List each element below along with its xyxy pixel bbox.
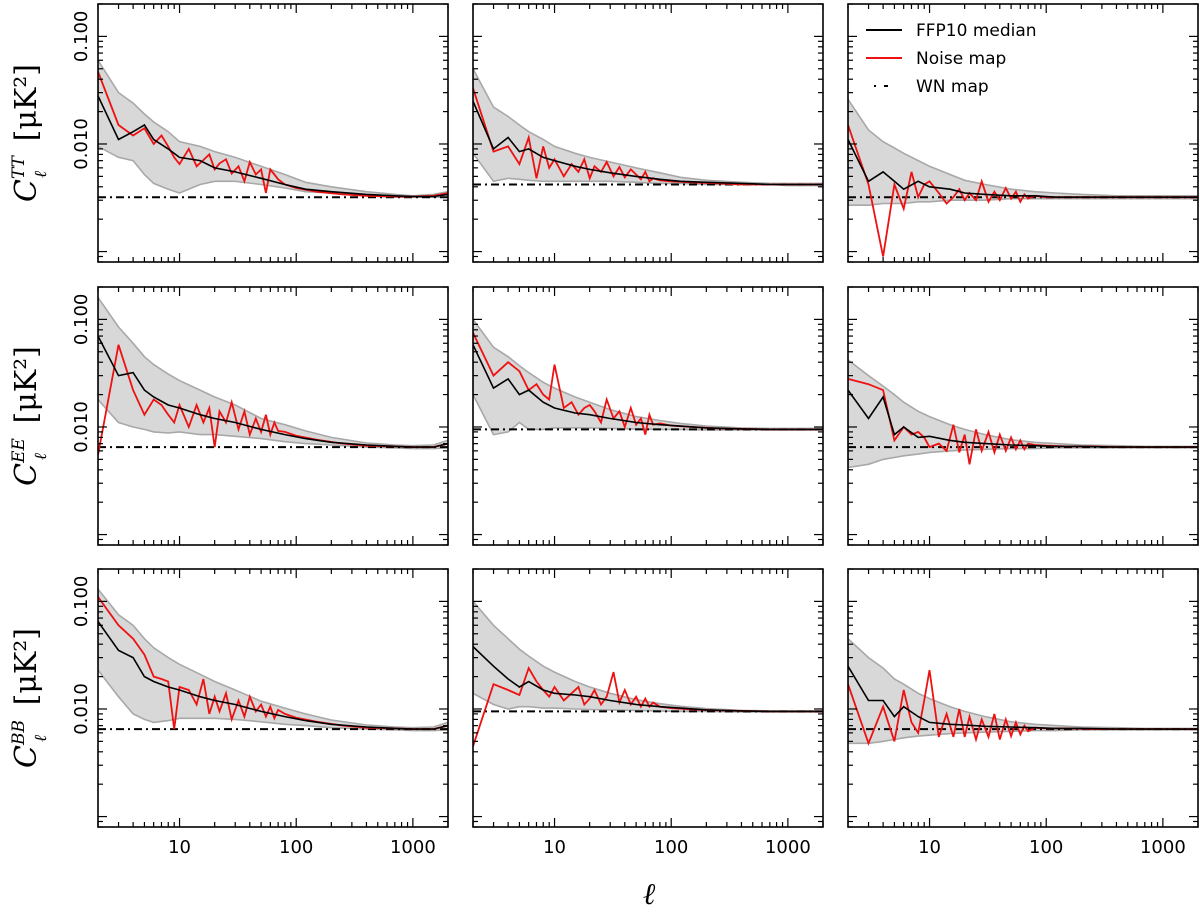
x-tick-label: 100 (1029, 837, 1063, 858)
y-tick-label: 0.100 (71, 11, 92, 63)
x-tick-label: 10 (543, 837, 566, 858)
ylabel-subscript: ℓ (31, 735, 51, 742)
panel-r0-c1 (472, 3, 824, 263)
ylabel-unit: [μK²] (9, 628, 44, 715)
panel-frame (97, 568, 449, 828)
x-tick-label: 1000 (390, 837, 436, 858)
panel-frame (97, 3, 449, 263)
plot-area (98, 587, 448, 732)
row-y-label: CTT ℓ [μK²] (9, 64, 51, 202)
ylabel-superscript: TT (9, 154, 29, 179)
panel-r1-c1 (472, 286, 824, 546)
ffp10-median-line (98, 621, 448, 730)
ffp10-median-line (848, 139, 1198, 198)
panel-r2-c2: 10 100 1000 (847, 568, 1199, 858)
x-tick-label: 10 (168, 837, 191, 858)
panel-r2-c1: 10 100 1000 (472, 568, 824, 858)
plot-area (98, 295, 448, 456)
x-tick-label: 1000 (1140, 837, 1186, 858)
panel-r0-c2 (847, 3, 1199, 263)
x-axis-label: ℓ (643, 877, 656, 912)
ffp10-median-line (473, 646, 823, 713)
ffp10-band (98, 587, 448, 732)
ylabel-subscript: ℓ (31, 453, 51, 460)
plot-area (473, 318, 823, 436)
plot-area (848, 97, 1198, 257)
ffp10-median-line (848, 389, 1198, 448)
ffp10-median-line (848, 665, 1198, 730)
row-y-label: CBB ℓ [μK²] (9, 628, 51, 768)
x-tick-label: 100 (279, 837, 313, 858)
ylabel-subscript: ℓ (31, 171, 51, 178)
ylabel-symbol: C (9, 745, 44, 768)
plot-area (473, 600, 823, 747)
ylabel-symbol: C (9, 463, 44, 486)
panel-frame (472, 286, 824, 546)
panel-frame (472, 3, 824, 263)
y-tick-label: 0.010 (71, 118, 92, 170)
ffp10-median-line (473, 344, 823, 431)
y-tick-label: 0.100 (71, 294, 92, 346)
panel-frame (472, 568, 824, 828)
plot-area (848, 637, 1198, 746)
ffp10-median-line (98, 335, 448, 448)
legend-label: WN map (916, 77, 989, 97)
panel-r2-c0: 0.010 0.100 10 100 1000 (71, 568, 449, 858)
legend: FFP10 median Noise map WN map (866, 21, 1037, 97)
ffp10-band (848, 358, 1198, 469)
legend-label: FFP10 median (916, 21, 1037, 41)
ylabel-superscript: EE (9, 438, 29, 464)
ffp10-median-line (473, 100, 823, 186)
ffp10-band (98, 295, 448, 450)
noise-map-line (98, 71, 448, 198)
ffp10-band (98, 58, 448, 198)
panel-frame (97, 286, 449, 546)
plot-area (98, 58, 448, 199)
panel-r1-c2 (847, 286, 1199, 546)
x-tick-label: 100 (654, 837, 688, 858)
ylabel-unit: [μK²] (9, 346, 44, 433)
row-y-label: CEE ℓ [μK²] (9, 346, 51, 486)
plot-area (848, 358, 1198, 469)
panel-frame (847, 568, 1199, 828)
panel-frame (847, 286, 1199, 546)
plot-area (473, 68, 823, 187)
x-tick-label: 10 (918, 837, 941, 858)
ffp10-band (848, 97, 1198, 206)
ffp10-band (473, 68, 823, 187)
y-tick-label: 0.010 (71, 401, 92, 453)
ylabel-superscript: BB (9, 720, 29, 746)
ylabel-symbol: C (9, 179, 44, 202)
panel-frame (847, 3, 1199, 263)
panel-r0-c0: 0.010 0.100 (71, 3, 449, 263)
panel-r1-c0: 0.010 0.100 (71, 286, 449, 546)
x-tick-label: 1000 (765, 837, 811, 858)
ylabel-unit: [μK²] (9, 64, 44, 151)
y-tick-label: 0.010 (71, 683, 92, 735)
legend-label: Noise map (916, 49, 1006, 69)
y-tick-label: 0.100 (71, 576, 92, 628)
ffp10-band (473, 600, 823, 713)
ffp10-median-line (98, 95, 448, 198)
